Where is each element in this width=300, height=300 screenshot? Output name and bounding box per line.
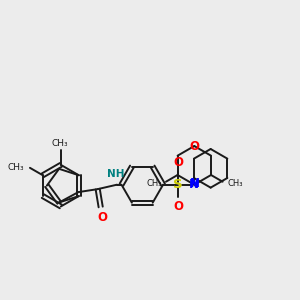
Text: O: O [173, 200, 183, 213]
Text: O: O [173, 156, 183, 169]
Text: CH₃: CH₃ [51, 139, 68, 148]
Text: N: N [190, 177, 200, 190]
Text: O: O [189, 140, 199, 152]
Text: NH: NH [107, 169, 124, 179]
Text: N: N [189, 178, 199, 190]
Text: CH₃: CH₃ [8, 163, 25, 172]
Text: O: O [97, 212, 107, 224]
Text: CH₃: CH₃ [146, 179, 161, 188]
Text: S: S [173, 178, 183, 190]
Text: CH₃: CH₃ [227, 179, 243, 188]
